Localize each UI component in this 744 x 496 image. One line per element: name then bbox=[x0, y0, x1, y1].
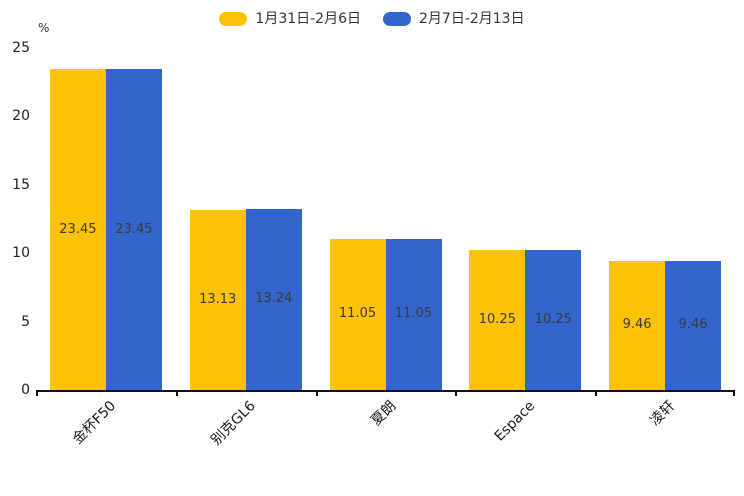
bar-value-label: 10.25 bbox=[478, 311, 516, 327]
y-axis-unit-label: % bbox=[38, 21, 50, 35]
bar-value-label: 23.45 bbox=[115, 221, 153, 237]
bar-series-1-凌轩[interactable]: 9.46 bbox=[665, 260, 722, 390]
bar-value-label: 13.24 bbox=[255, 291, 293, 307]
y-axis-tick-label: 0 bbox=[21, 382, 30, 398]
bar-series-1-别克GL6[interactable]: 13.24 bbox=[245, 208, 302, 390]
y-axis-tick-label: 20 bbox=[12, 108, 30, 125]
bar-series-1-金杯F50[interactable]: 23.45 bbox=[105, 69, 162, 390]
x-axis-tick-mark bbox=[176, 390, 178, 396]
bar-value-label: 11.05 bbox=[338, 306, 377, 322]
y-axis-tick-label: 15 bbox=[12, 176, 30, 193]
y-axis-tick-label: 5 bbox=[21, 313, 30, 330]
x-axis-category-label: 夏朗 bbox=[367, 398, 399, 430]
x-axis-category-label: 金杯F50 bbox=[69, 398, 120, 448]
bar-value-label: 9.46 bbox=[622, 317, 652, 333]
bar-series-0-凌轩[interactable]: 9.46 bbox=[609, 260, 666, 390]
legend-item-series-1[interactable]: 2月7日-2月13日 bbox=[383, 12, 525, 26]
y-axis-tick-label: 25 bbox=[12, 40, 30, 56]
x-axis-category-label: 别克GL6 bbox=[208, 398, 260, 449]
x-axis-category-label: Espace bbox=[492, 398, 539, 445]
y-axis-tick-label: 10 bbox=[12, 245, 30, 262]
bar-value-label: 13.13 bbox=[199, 292, 237, 308]
x-axis-tick-mark bbox=[595, 390, 597, 396]
bar-value-label: 23.45 bbox=[59, 221, 97, 237]
bar-series-0-夏朗[interactable]: 11.05 bbox=[329, 238, 386, 390]
bar-value-label: 11.05 bbox=[394, 306, 433, 322]
legend-swatch-icon bbox=[219, 12, 248, 26]
x-axis-tick-mark bbox=[316, 390, 318, 396]
x-axis-tick-mark bbox=[733, 390, 735, 396]
legend-label: 2月7日-2月13日 bbox=[419, 11, 525, 27]
bar-series-0-Espace[interactable]: 10.25 bbox=[469, 249, 526, 390]
bar-value-label: 10.25 bbox=[534, 311, 572, 327]
chart-legend: 1月31日-2月6日 2月7日-2月13日 bbox=[0, 8, 744, 30]
legend-swatch-icon bbox=[383, 12, 411, 26]
x-axis-category-label: 凌轩 bbox=[647, 398, 679, 430]
x-axis-tick-mark bbox=[455, 390, 457, 396]
plot-area: 23.45 23.45 金杯F50 13.13 13.24 别克GL6 11.05 11.05… bbox=[36, 48, 735, 449]
bar-value-label: 9.46 bbox=[678, 317, 708, 333]
bar-series-1-夏朗[interactable]: 11.05 bbox=[385, 238, 442, 390]
bar-series-0-金杯F50[interactable]: 23.45 bbox=[49, 69, 106, 390]
legend-item-series-0[interactable]: 1月31日-2月6日 bbox=[219, 12, 361, 26]
x-axis-tick-mark bbox=[36, 390, 38, 396]
bar-series-0-别克GL6[interactable]: 13.13 bbox=[189, 210, 246, 390]
legend-label: 1月31日-2月6日 bbox=[255, 11, 361, 27]
bar-series-1-Espace[interactable]: 10.25 bbox=[525, 249, 582, 390]
